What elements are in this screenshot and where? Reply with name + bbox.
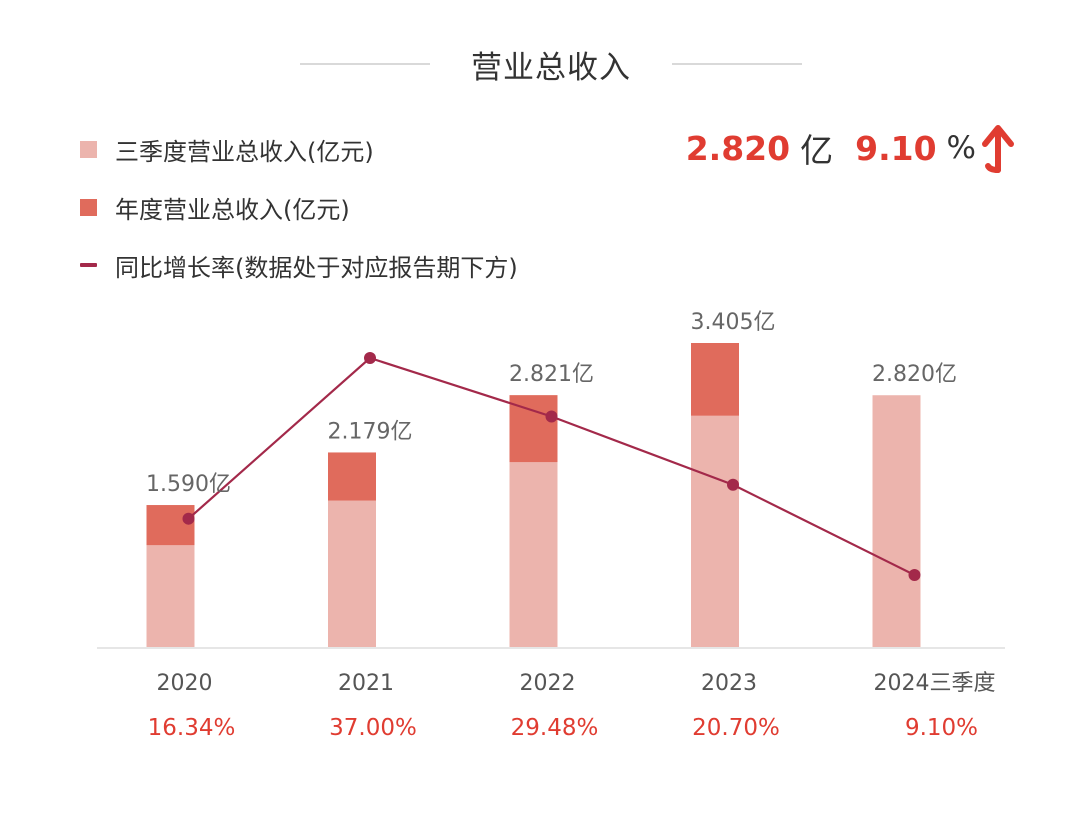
summary-value-unit: 亿 (800, 131, 834, 170)
title-divider-right (672, 63, 802, 65)
bar-q3-2021[interactable] (328, 500, 376, 647)
bar-annual-2023[interactable] (691, 343, 739, 416)
legend-label: 同比增长率(数据处于对应报告期下方) (115, 253, 518, 282)
x-tick-label: 2022 (520, 671, 576, 696)
legend-line-growth (80, 263, 97, 267)
bars-layer (146, 343, 921, 647)
growth-point-2024三季度[interactable] (908, 569, 921, 581)
growth-point-2020[interactable] (182, 512, 195, 525)
legend-label: 三季度营业总收入(亿元) (115, 137, 374, 166)
growth-rate-label: 20.70% (692, 715, 780, 741)
bar-q3-2024三季度[interactable] (872, 395, 921, 647)
chart-title: 营业总收入 (471, 50, 631, 86)
arrow-up-icon (982, 125, 1014, 173)
legend-swatch-q3 (80, 140, 97, 158)
bar-q3-2020[interactable] (146, 545, 195, 647)
growth-rate-label: 29.48% (511, 715, 599, 741)
legend-item-q3-revenue[interactable]: 三季度营业总收入(亿元) (80, 120, 518, 178)
labels-layer: 1.590亿 2020 16.34% 2.179亿 2021 37.00% 2.821亿 20… (146, 310, 995, 741)
legend-swatch-annual (80, 198, 97, 216)
summary-figures: 2.820 亿 9.10 % (686, 118, 1018, 178)
summary-value: 2.820 (685, 128, 791, 168)
legend-item-growth-rate[interactable]: 同比增长率(数据处于对应报告期下方) (80, 236, 518, 294)
bar-value-label: 2.821亿 (509, 362, 594, 387)
growth-point-2022[interactable] (545, 410, 558, 423)
chart-title-row: 营业总收入 (0, 36, 1080, 92)
bar-value-label: 2.820亿 (872, 362, 957, 387)
bar-annual-2020[interactable] (146, 505, 195, 546)
growth-rate-label: 37.00% (329, 715, 417, 741)
title-divider-left (300, 63, 430, 65)
chart-legend: 三季度营业总收入(亿元) 年度营业总收入(亿元) 同比增长率(数据处于对应报告期… (80, 120, 518, 294)
growth-line-layer (182, 352, 921, 581)
bar-value-label: 2.179亿 (328, 419, 413, 444)
growth-point-2021[interactable] (364, 352, 376, 364)
bar-annual-2021[interactable] (328, 452, 376, 501)
growth-rate-label: 16.34% (148, 715, 236, 741)
bar-value-label: 3.405亿 (691, 310, 776, 335)
growth-rate-label: 9.10% (905, 715, 978, 741)
summary-growth-unit: % (946, 130, 976, 166)
legend-label: 年度营业总收入(亿元) (115, 195, 350, 224)
x-tick-label: 2021 (338, 671, 394, 696)
growth-point-2023[interactable] (727, 478, 739, 491)
legend-item-annual-revenue[interactable]: 年度营业总收入(亿元) (80, 178, 518, 236)
summary-growth: 9.10 (855, 128, 937, 168)
x-tick-label: 2020 (157, 671, 213, 696)
x-tick-label: 2023 (701, 671, 757, 696)
bar-q3-2022[interactable] (509, 462, 558, 647)
bar-value-label: 1.590亿 (146, 472, 231, 497)
bar-q3-2023[interactable] (691, 415, 739, 647)
x-tick-label: 2024三季度 (874, 671, 996, 696)
